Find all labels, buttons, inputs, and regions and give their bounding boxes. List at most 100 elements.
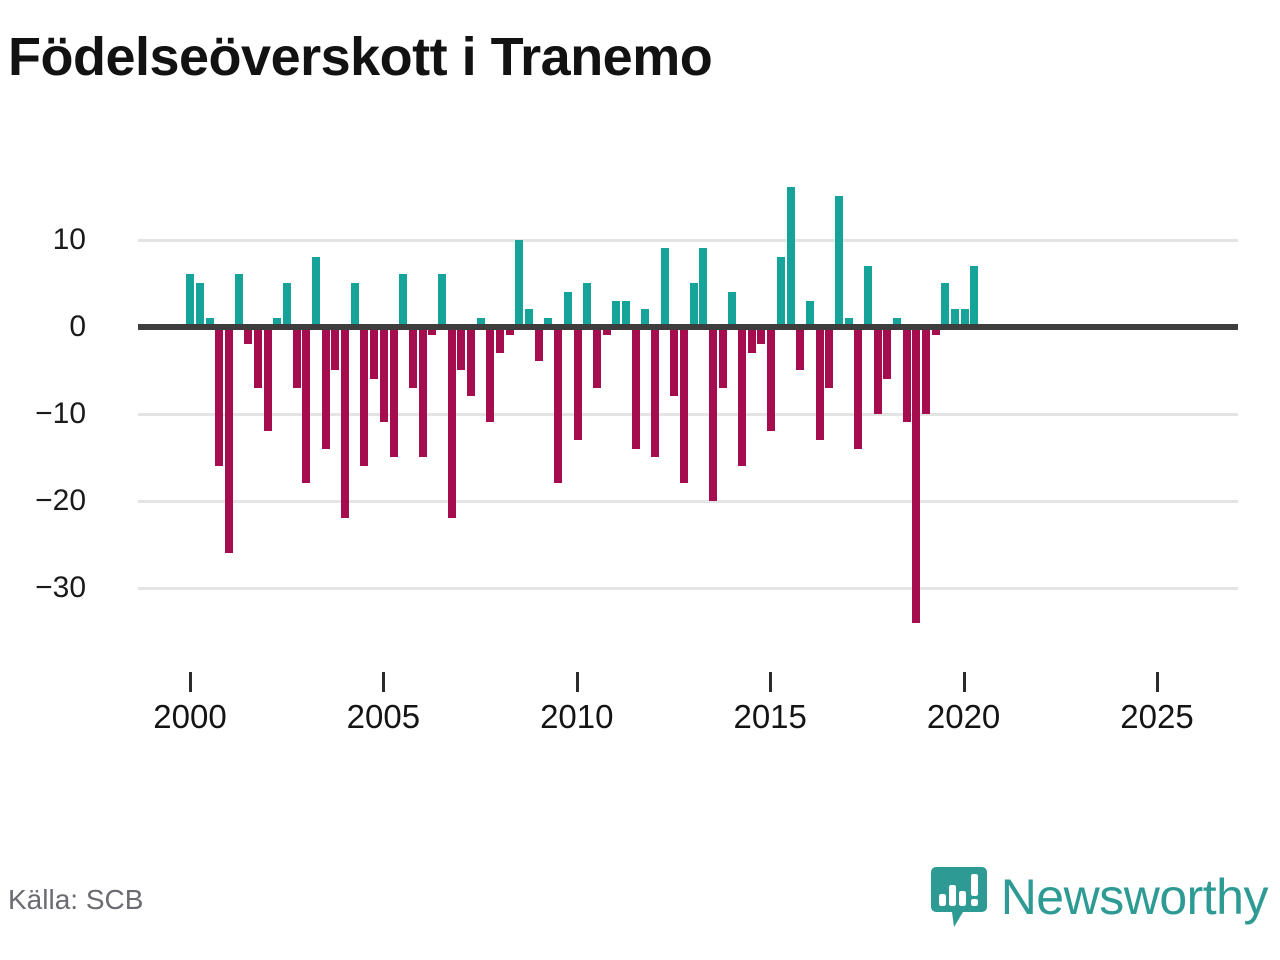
bar [932,326,940,336]
bar [593,326,601,388]
bar [787,187,795,327]
gridline [138,238,1238,242]
bar [428,326,436,336]
bar [612,300,620,327]
bar [196,283,204,327]
y-tick-label: 10 [52,222,86,256]
y-tick-label: 0 [69,309,86,343]
bar [409,326,417,388]
bar [264,326,272,432]
bar [864,265,872,327]
bar [399,274,407,327]
bar [748,326,756,353]
bar [486,326,494,423]
brand-logo: Newsworthy [930,866,1269,928]
bar [661,248,669,327]
bar [690,283,698,327]
bar [816,326,824,440]
bar [360,326,368,466]
bar [583,283,591,327]
bar [912,326,920,623]
bar [738,326,746,466]
bar [670,326,678,397]
bar [244,326,252,345]
bar [903,326,911,423]
gridline [138,586,1238,590]
bar [941,283,949,327]
bar [554,326,562,484]
bar [651,326,659,458]
bar [825,326,833,388]
bar [302,326,310,484]
bar [215,326,223,466]
bar [390,326,398,458]
bar [448,326,456,519]
bar [893,317,901,327]
bar [699,248,707,327]
bar [254,326,262,388]
x-tick-label: 2020 [926,698,1001,735]
bar [719,326,727,388]
bar [564,291,572,327]
bar [874,326,882,414]
bar [273,317,281,327]
bar [922,326,930,414]
bar [961,309,969,327]
bar [835,196,843,327]
x-tick-label: 2025 [1120,698,1194,735]
y-tick-label: −30 [35,570,86,604]
bar [709,326,717,501]
y-tick-label: −20 [35,483,86,517]
bar [796,326,804,371]
bar [515,239,523,327]
x-tick-label: 2000 [153,698,227,735]
bar [351,283,359,327]
plot-area: 10 0 −10 −20 −30 [35,170,1238,640]
brand-name: Newsworthy [1000,869,1269,925]
bar [535,326,543,362]
x-axis: 2000 2005 2010 2015 2020 2025 [138,640,1238,760]
bar [845,317,853,327]
bar [622,300,630,327]
zero-baseline [138,323,1238,330]
x-tick-mark [769,672,773,692]
x-tick-mark [382,672,386,692]
bar [641,309,649,327]
bar [331,326,339,371]
bar [322,326,330,449]
bar [370,326,378,379]
bar [457,326,465,371]
page-title: Födelseöverskott i Tranemo [8,27,713,87]
x-tick-label: 2005 [346,698,421,735]
speech-bubble-bar-chart-icon [930,867,987,927]
bar [777,257,785,327]
bar [883,326,891,379]
bar [438,274,446,327]
bar [419,326,427,458]
bar [632,326,640,449]
bar [603,326,611,336]
x-tick-label: 2010 [540,698,614,735]
bar [767,326,775,432]
bar [477,317,485,327]
bar [806,300,814,327]
bar [235,274,243,327]
x-tick-mark [1156,672,1159,692]
y-tick-label: −10 [35,396,86,430]
x-tick-mark [575,672,579,692]
bar [496,326,504,353]
bar [380,326,388,423]
bar [341,326,349,519]
bar [854,326,862,449]
bar [186,274,194,327]
gridline [138,412,1238,416]
x-tick-label: 2015 [733,698,807,735]
bar [525,309,533,327]
bar [225,326,233,553]
x-tick-mark [189,672,192,692]
bar [728,291,736,327]
bar [951,309,959,327]
source-note: Källa: SCB [8,884,144,915]
bar [970,265,978,327]
